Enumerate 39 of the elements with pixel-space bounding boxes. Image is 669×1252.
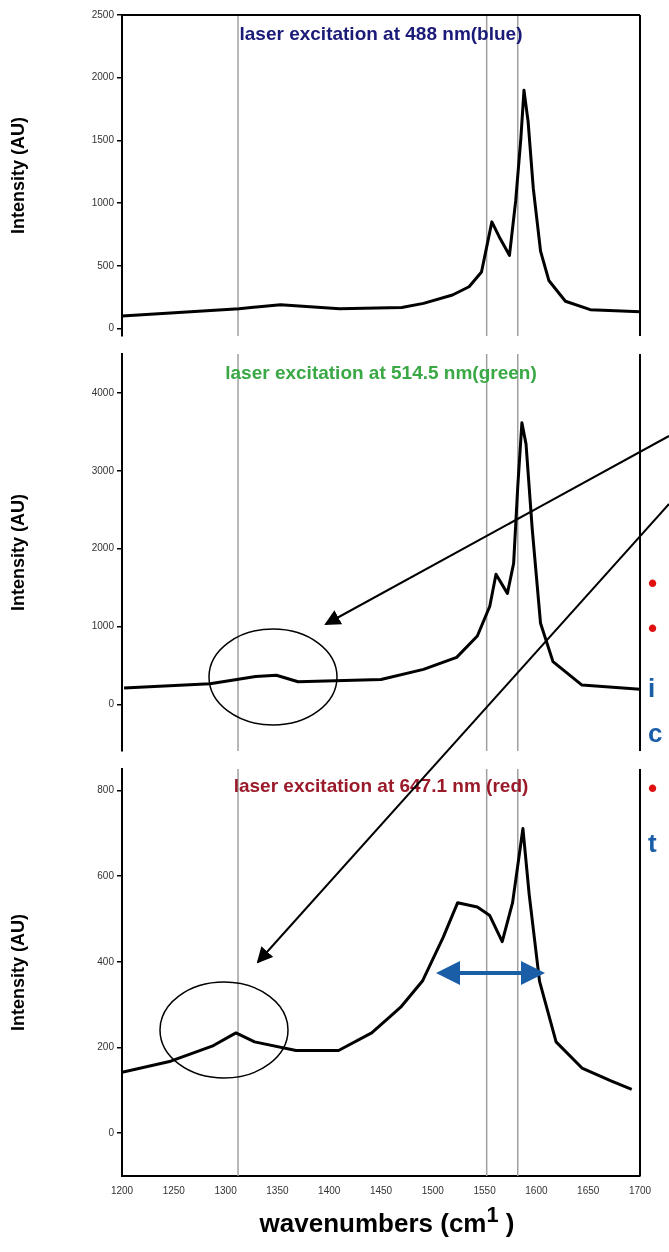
y-tick-label: 0: [108, 698, 115, 710]
x-tick-label: 1300: [214, 1184, 238, 1196]
y-tick-label: 2500: [91, 8, 115, 20]
y-tick-label: 0: [108, 1126, 115, 1138]
text: •: [648, 773, 658, 804]
chart-title: laser excitation at 488 nm(blue): [239, 22, 523, 44]
x-tick-label: 1650: [577, 1184, 600, 1196]
text: t: [648, 828, 657, 859]
y-tick-label: 400: [97, 955, 115, 967]
x-tick-label: 1250: [162, 1184, 186, 1196]
x-tick-label: 1550: [473, 1184, 497, 1196]
y-tick-label: 1000: [91, 620, 115, 632]
text: •: [648, 613, 658, 644]
text: i: [648, 673, 656, 704]
text: •: [648, 568, 658, 599]
y-tick-label: 500: [97, 259, 115, 271]
y-tick-label: 1000: [91, 196, 115, 208]
x-axis-title: wavenumbers (cm$^{1}$ ): [258, 1202, 516, 1239]
y-tick-label: 4000: [91, 386, 115, 398]
y-tick-label: 600: [97, 869, 115, 881]
y-tick-label: 2000: [91, 542, 115, 554]
y-tick-label: 2000: [91, 71, 115, 83]
y-tick-label: 0: [108, 322, 115, 334]
y-tick-label: 800: [97, 784, 115, 796]
y-tick-label: 1500: [91, 134, 115, 146]
x-tick-label: 1200: [110, 1184, 134, 1196]
y-axis-title: Intensity (AU): [7, 493, 28, 611]
text: c: [648, 718, 663, 749]
x-tick-label: 1600: [525, 1184, 548, 1196]
y-axis-title: Intensity (AU): [7, 116, 28, 234]
y-axis-title: Intensity (AU): [7, 913, 28, 1031]
x-tick-label: 1700: [628, 1184, 652, 1196]
chart-title: laser excitation at 514.5 nm(green): [225, 361, 537, 383]
x-tick-label: 1450: [369, 1184, 393, 1196]
y-tick-label: 200: [97, 1041, 115, 1053]
y-tick-label: 3000: [91, 464, 115, 476]
x-tick-label: 1500: [421, 1184, 445, 1196]
x-tick-label: 1400: [318, 1184, 341, 1196]
x-tick-label: 1350: [266, 1184, 289, 1196]
